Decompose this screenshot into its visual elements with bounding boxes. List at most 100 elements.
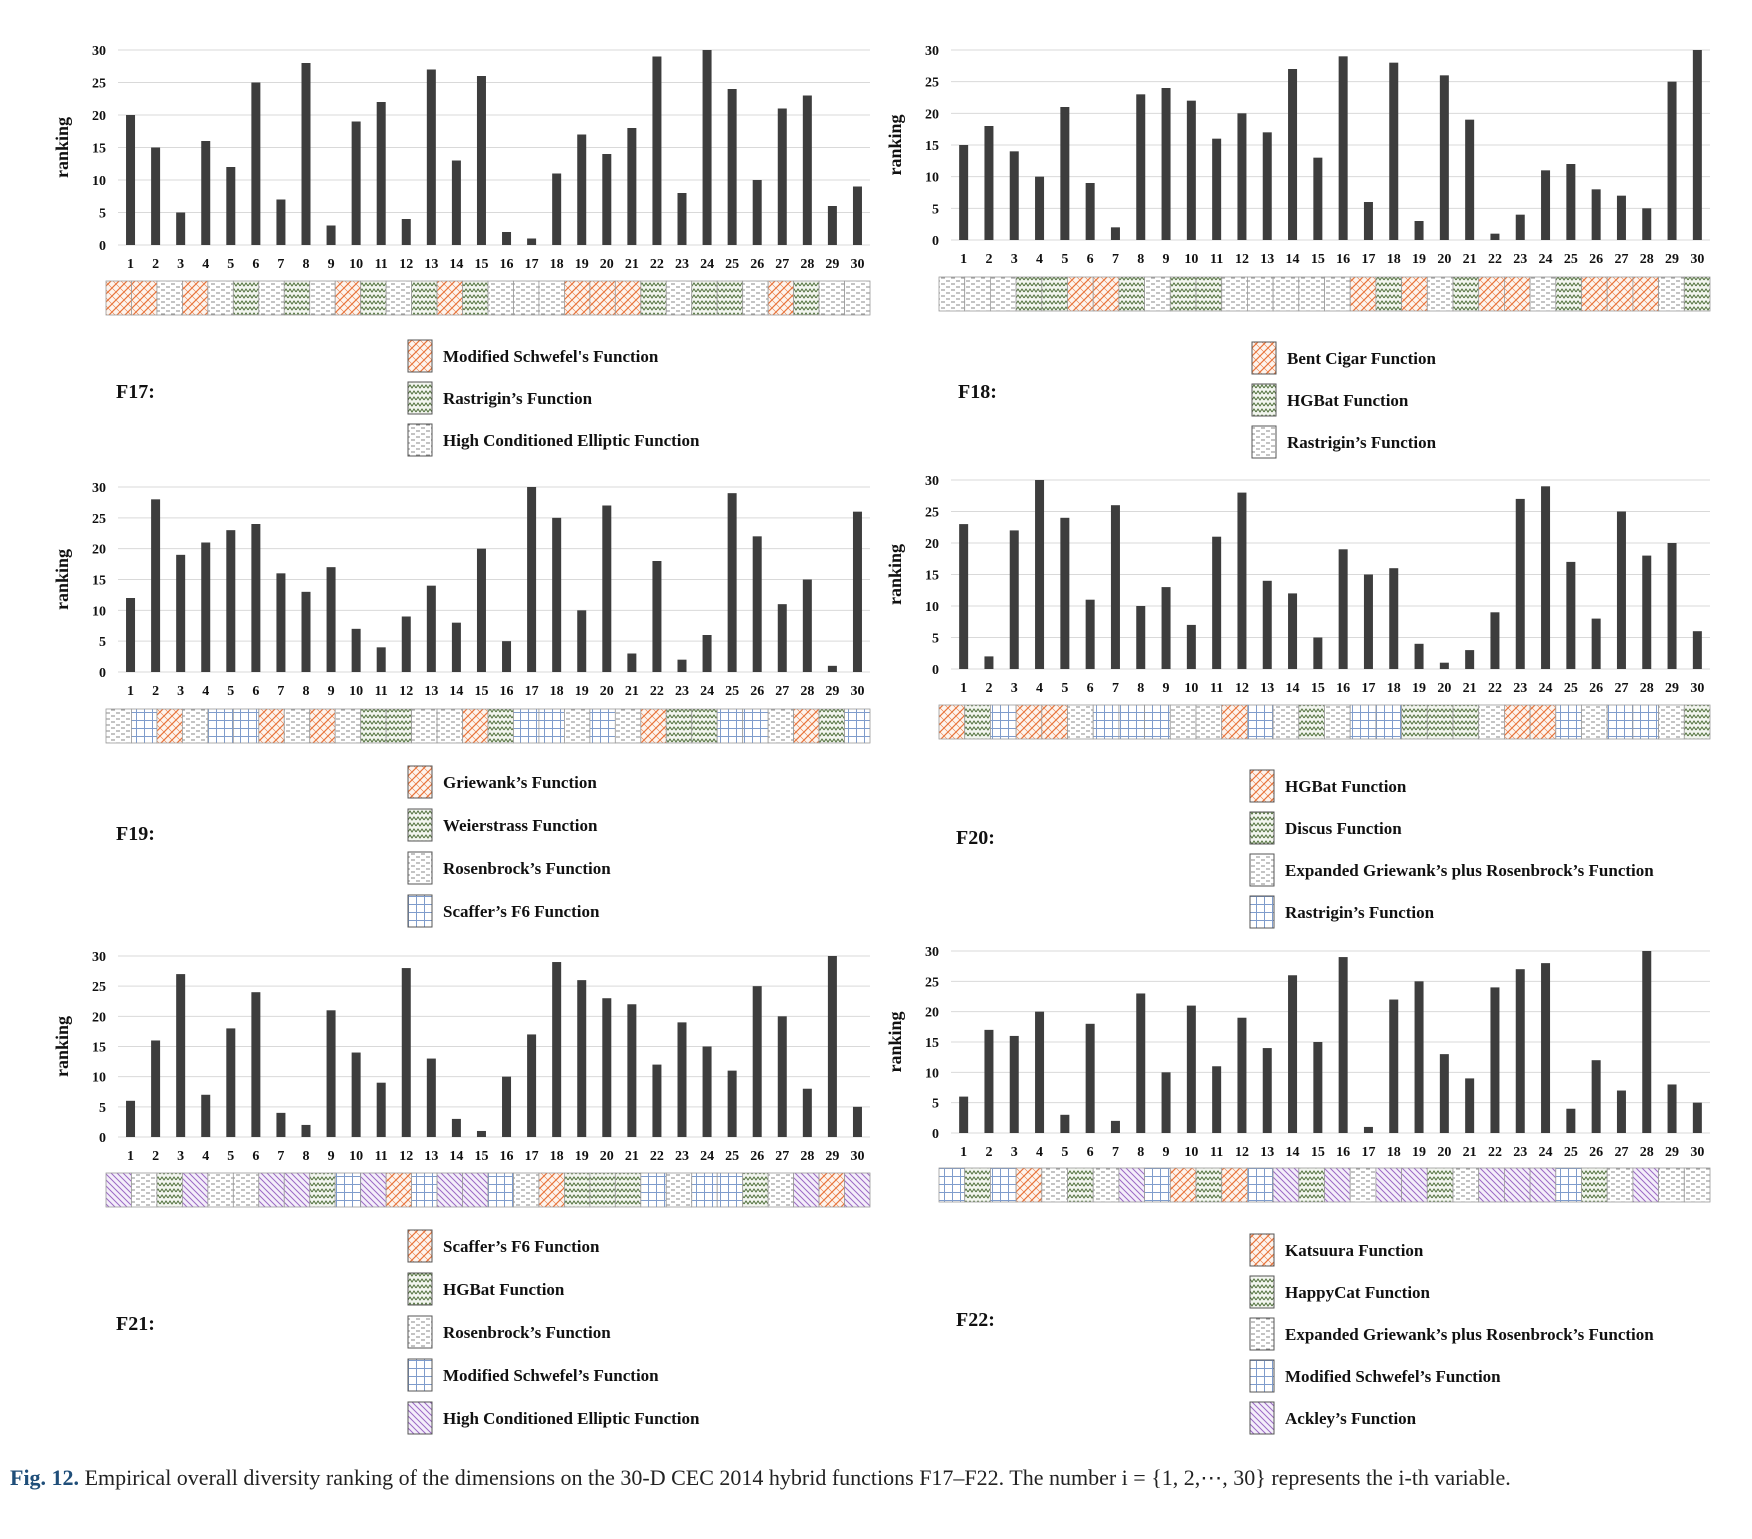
x-tick-label: 7 xyxy=(1112,1145,1119,1160)
variable-group-cell xyxy=(1015,1167,1043,1203)
legend-swatch xyxy=(1249,895,1275,929)
bar xyxy=(1692,631,1702,669)
x-tick-label: 29 xyxy=(825,684,839,699)
x-tick-label: 4 xyxy=(202,257,209,272)
variable-group-cell xyxy=(1015,276,1043,312)
bar xyxy=(677,659,687,672)
x-tick-label: 27 xyxy=(775,684,789,699)
x-tick-label: 1 xyxy=(960,1145,967,1160)
variable-group-cell xyxy=(1504,704,1531,740)
x-tick-label: 4 xyxy=(1036,681,1043,696)
variable-group-cell xyxy=(1041,276,1068,312)
x-tick-label: 24 xyxy=(700,257,714,272)
variable-group-cell xyxy=(1529,1167,1557,1203)
bar xyxy=(652,56,662,245)
bar xyxy=(1338,549,1348,669)
x-tick-label: 15 xyxy=(474,257,488,272)
variable-group-cell xyxy=(487,1172,514,1208)
x-tick-label: 12 xyxy=(1235,252,1249,267)
variable-group-cell xyxy=(1452,276,1480,312)
variable-group-cell xyxy=(844,708,871,744)
x-tick-label: 20 xyxy=(600,684,614,699)
bar xyxy=(1363,202,1373,240)
variable-group-cell xyxy=(1169,1167,1197,1203)
x-tick-label: 6 xyxy=(1087,252,1094,267)
bar xyxy=(1085,1023,1095,1133)
variable-group-cell xyxy=(1195,276,1223,312)
variable-group-cell xyxy=(716,708,744,744)
variable-group-cell xyxy=(232,1172,260,1208)
x-tick-label: 16 xyxy=(1336,681,1350,696)
variable-group-cell xyxy=(564,708,591,744)
bar xyxy=(1237,492,1247,669)
variable-group-cell xyxy=(156,280,183,316)
bar xyxy=(176,974,186,1137)
variable-group-cell xyxy=(334,280,362,316)
x-tick-label: 16 xyxy=(1336,252,1350,267)
bar xyxy=(652,561,662,672)
x-tick-label: 30 xyxy=(850,1149,864,1164)
x-tick-label: 2 xyxy=(152,1149,159,1164)
variable-group-cell xyxy=(1092,276,1120,312)
y-tick-label: 10 xyxy=(925,171,939,186)
x-tick-label: 11 xyxy=(375,1149,388,1164)
x-tick-label: 23 xyxy=(675,1149,689,1164)
x-tick-label: 9 xyxy=(1163,1145,1170,1160)
variable-group-cell xyxy=(1632,1167,1660,1203)
x-tick-label: 23 xyxy=(1513,252,1527,267)
bar xyxy=(1009,1035,1019,1133)
variable-group-cell xyxy=(1067,704,1094,740)
x-tick-label: 1 xyxy=(960,252,967,267)
x-tick-label: 3 xyxy=(1011,681,1018,696)
x-tick-label: 4 xyxy=(202,1149,209,1164)
bar xyxy=(827,956,837,1137)
variable-group-cell xyxy=(614,280,642,316)
x-tick-label: 16 xyxy=(500,257,514,272)
panel-title: F19: xyxy=(116,823,155,845)
variable-group-cell xyxy=(411,280,438,316)
x-tick-label: 8 xyxy=(303,257,310,272)
variable-group-cell xyxy=(1529,276,1557,312)
bar xyxy=(1212,138,1222,240)
bar xyxy=(1009,151,1019,240)
variable-group-cell xyxy=(1555,704,1582,740)
x-tick-label: 11 xyxy=(1210,252,1223,267)
bar xyxy=(251,524,261,672)
x-tick-label: 9 xyxy=(328,257,335,272)
bar xyxy=(802,1088,812,1137)
x-tick-label: 19 xyxy=(575,257,589,272)
variable-group-cell xyxy=(1221,1167,1248,1203)
variable-group-cell xyxy=(1401,276,1428,312)
bar xyxy=(426,1058,436,1137)
x-tick-label: 18 xyxy=(550,1149,564,1164)
variable-group-cell xyxy=(818,708,845,744)
x-tick-label: 2 xyxy=(985,252,992,267)
x-tick-label: 11 xyxy=(1210,1145,1223,1160)
x-tick-label: 18 xyxy=(1387,681,1401,696)
x-tick-label: 9 xyxy=(1163,681,1170,696)
variable-group-cell xyxy=(538,708,565,744)
legend-swatch xyxy=(407,381,433,415)
variable-group-cell xyxy=(232,280,260,316)
x-tick-label: 25 xyxy=(1564,1145,1578,1160)
variable-group-cell xyxy=(1324,1167,1351,1203)
bar xyxy=(1414,221,1424,240)
bar xyxy=(1465,119,1475,240)
x-tick-label: 13 xyxy=(424,257,438,272)
y-tick-label: 30 xyxy=(925,945,939,960)
bar xyxy=(451,1118,461,1137)
x-tick-label: 1 xyxy=(127,684,134,699)
x-tick-label: 20 xyxy=(600,1149,614,1164)
x-tick-label: 2 xyxy=(985,1145,992,1160)
x-tick-label: 28 xyxy=(1640,252,1654,267)
variable-group-cell xyxy=(1478,1167,1505,1203)
bar xyxy=(1161,88,1171,240)
variable-group-cell xyxy=(1015,704,1043,740)
x-tick-label: 13 xyxy=(1260,681,1274,696)
y-tick-label: 15 xyxy=(92,142,106,157)
bar xyxy=(752,536,762,672)
x-tick-label: 21 xyxy=(1463,681,1477,696)
bar xyxy=(852,511,862,672)
legend-label: HGBat Function xyxy=(443,1280,565,1299)
